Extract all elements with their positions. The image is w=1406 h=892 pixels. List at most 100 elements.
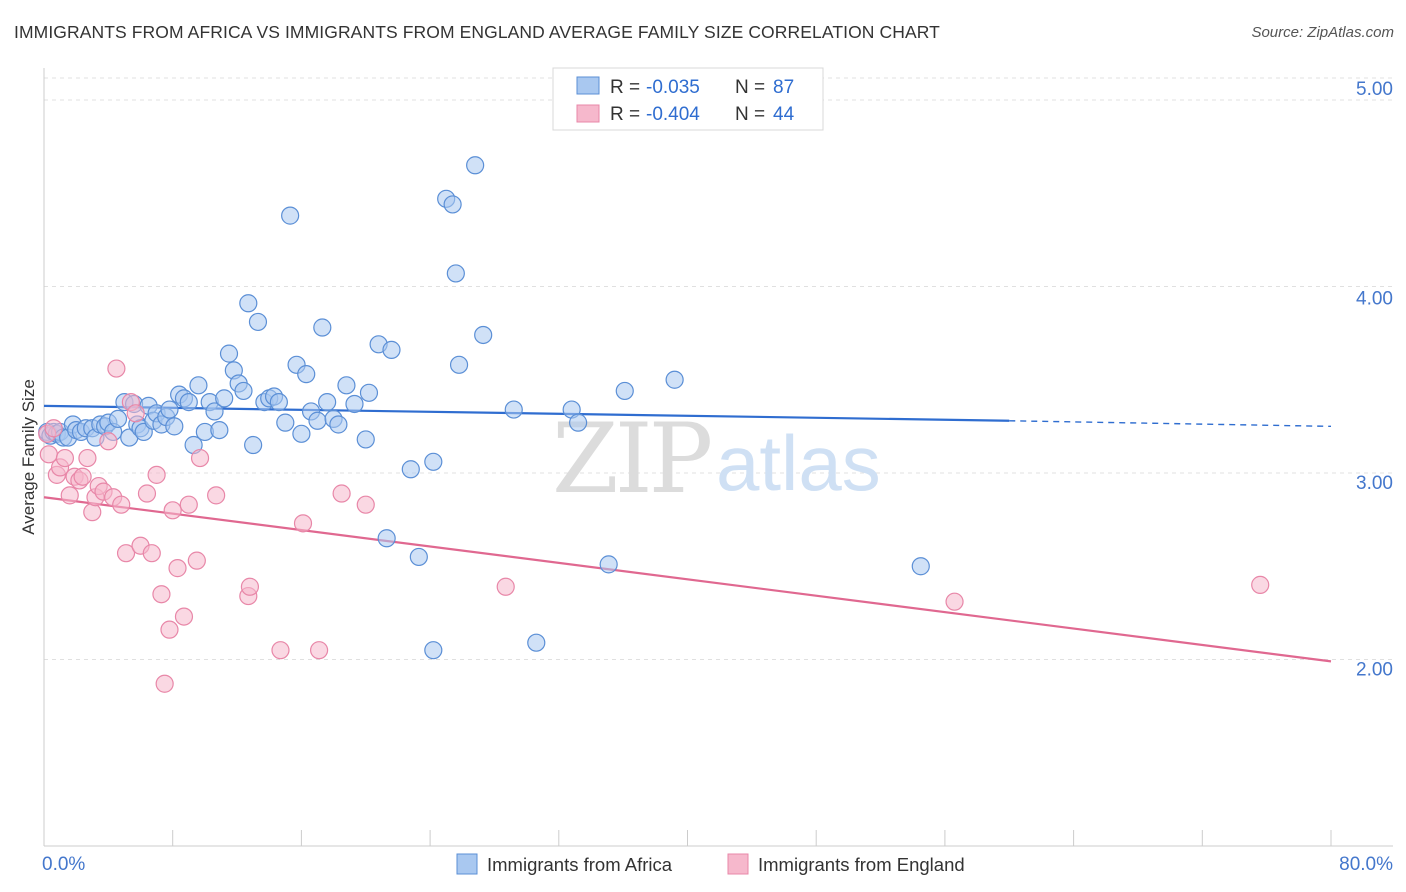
point-england — [945, 592, 964, 611]
point-england — [293, 514, 313, 533]
point-england — [137, 484, 157, 503]
point-england — [78, 448, 97, 468]
point-africa — [292, 424, 311, 443]
point-africa — [239, 294, 258, 313]
point-africa — [165, 417, 184, 436]
point-england — [174, 607, 194, 626]
point-africa — [329, 415, 348, 434]
point-africa — [337, 376, 356, 395]
point-england — [107, 359, 126, 378]
trend-line-england — [43, 496, 1332, 663]
stats-r-label-england: R = — [610, 104, 640, 125]
stats-box: R = -0.035 N = 87 R = -0.404 N = 44 — [552, 67, 824, 131]
legend-label-england: Immigrants from England — [758, 854, 965, 875]
point-england — [99, 432, 118, 451]
watermark: ZIP atlas — [552, 403, 881, 515]
point-africa — [210, 420, 229, 440]
x-tick-label-min: 0.0% — [42, 854, 85, 875]
stats-swatch-africa — [576, 76, 600, 95]
point-england — [73, 467, 92, 486]
axis-layer: 2.00 3.00 4.00 5.00 0.0% 80.0% — [42, 68, 1393, 875]
point-africa — [409, 547, 428, 567]
point-africa — [318, 393, 337, 412]
point-africa — [281, 206, 300, 225]
point-england — [163, 501, 182, 520]
point-england — [207, 486, 226, 505]
point-england — [271, 641, 290, 660]
point-england — [168, 559, 187, 578]
point-africa — [269, 393, 288, 412]
y-axis-label: Average Family Size — [19, 379, 38, 535]
point-england — [126, 404, 145, 423]
point-africa — [108, 409, 128, 429]
point-england — [332, 484, 351, 503]
point-england — [55, 448, 75, 468]
stats-swatch-england — [576, 104, 600, 123]
watermark-atlas: atlas — [716, 419, 881, 507]
stats-r-value-england: -0.404 — [646, 104, 700, 125]
point-england — [496, 577, 515, 596]
point-africa — [527, 633, 546, 652]
point-england — [142, 544, 161, 563]
point-africa — [401, 460, 420, 479]
point-africa — [160, 400, 179, 419]
point-africa — [189, 376, 208, 395]
legend: Immigrants from Africa Immigrants from E… — [456, 853, 965, 875]
y-tick-label: 2.00 — [1356, 659, 1393, 680]
point-england — [152, 585, 171, 604]
point-africa — [219, 344, 239, 363]
stats-r-value-africa: -0.035 — [646, 77, 700, 98]
point-england — [116, 544, 136, 563]
point-africa — [179, 393, 198, 412]
stats-n-value-england: 44 — [773, 104, 795, 125]
point-africa — [449, 355, 469, 374]
legend-label-africa: Immigrants from Africa — [487, 854, 673, 875]
y-tick-label: 5.00 — [1356, 79, 1393, 100]
chart-source: Source: ZipAtlas.com — [1251, 24, 1394, 41]
points-layer — [38, 156, 1270, 693]
point-africa — [615, 381, 634, 401]
point-africa — [345, 394, 364, 414]
point-england — [356, 495, 375, 514]
point-africa — [244, 435, 263, 455]
stats-n-label-england: N = — [735, 104, 765, 125]
point-england — [112, 495, 131, 514]
point-england — [60, 486, 79, 505]
point-africa — [248, 312, 268, 332]
legend-swatch-africa — [456, 853, 478, 875]
point-africa — [359, 383, 379, 402]
point-africa — [569, 413, 588, 432]
point-africa — [466, 156, 485, 175]
stats-n-label-africa: N = — [735, 77, 765, 98]
point-africa — [424, 641, 443, 660]
chart-title: IMMIGRANTS FROM AFRICA VS IMMIGRANTS FRO… — [14, 22, 940, 42]
point-england — [187, 551, 206, 570]
point-england — [240, 577, 260, 596]
point-africa — [234, 381, 253, 401]
point-africa — [205, 402, 224, 421]
stats-r-label-africa: R = — [610, 77, 640, 98]
point-africa — [356, 430, 375, 449]
point-england — [147, 465, 166, 484]
point-africa — [911, 557, 930, 576]
point-england — [309, 641, 329, 660]
point-england — [1251, 575, 1270, 594]
point-africa — [313, 318, 332, 337]
point-africa — [377, 529, 396, 548]
point-england — [44, 419, 63, 438]
point-africa — [276, 413, 295, 432]
point-africa — [297, 365, 316, 384]
point-england — [83, 503, 102, 522]
point-africa — [474, 325, 493, 345]
grid-layer — [44, 77, 1393, 660]
trend-line-africa-extension — [1009, 420, 1332, 428]
point-africa — [446, 264, 465, 283]
point-england — [160, 620, 179, 639]
point-africa — [424, 452, 443, 471]
y-tick-label: 4.00 — [1356, 288, 1393, 309]
point-england — [190, 448, 210, 468]
x-tick-label-max: 80.0% — [1339, 854, 1393, 875]
point-england — [179, 495, 198, 514]
point-africa — [504, 400, 523, 419]
